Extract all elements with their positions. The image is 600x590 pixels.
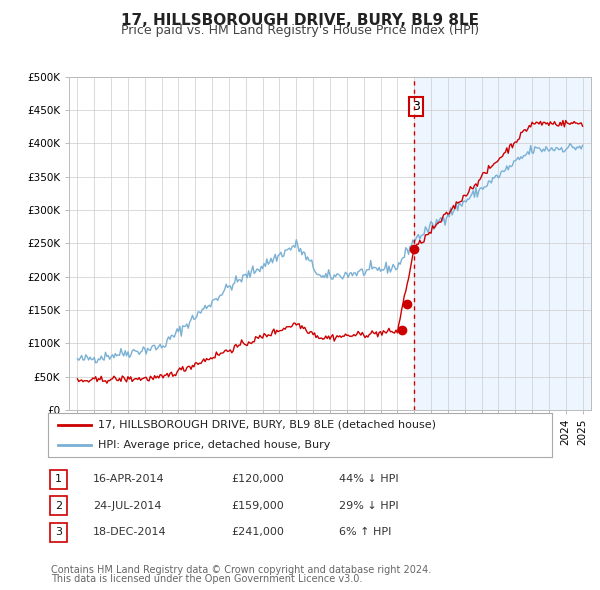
Text: 3: 3 (412, 100, 420, 113)
Text: 29% ↓ HPI: 29% ↓ HPI (339, 501, 398, 510)
Text: Price paid vs. HM Land Registry's House Price Index (HPI): Price paid vs. HM Land Registry's House … (121, 24, 479, 37)
Text: 17, HILLSBOROUGH DRIVE, BURY, BL9 8LE (detached house): 17, HILLSBOROUGH DRIVE, BURY, BL9 8LE (d… (98, 420, 436, 430)
Text: 17, HILLSBOROUGH DRIVE, BURY, BL9 8LE: 17, HILLSBOROUGH DRIVE, BURY, BL9 8LE (121, 13, 479, 28)
Bar (413, 77, 591, 410)
Text: 24-JUL-2014: 24-JUL-2014 (93, 501, 161, 510)
Text: £159,000: £159,000 (231, 501, 284, 510)
Text: 3: 3 (55, 527, 62, 537)
Text: 2: 2 (55, 501, 62, 510)
Text: Contains HM Land Registry data © Crown copyright and database right 2024.: Contains HM Land Registry data © Crown c… (51, 565, 431, 575)
Text: 18-DEC-2014: 18-DEC-2014 (93, 527, 167, 537)
Text: 44% ↓ HPI: 44% ↓ HPI (339, 474, 398, 484)
Text: £241,000: £241,000 (231, 527, 284, 537)
Text: HPI: Average price, detached house, Bury: HPI: Average price, detached house, Bury (98, 440, 331, 450)
Text: 16-APR-2014: 16-APR-2014 (93, 474, 164, 484)
Text: 1: 1 (55, 474, 62, 484)
Text: 6% ↑ HPI: 6% ↑ HPI (339, 527, 391, 537)
Text: £120,000: £120,000 (231, 474, 284, 484)
Text: This data is licensed under the Open Government Licence v3.0.: This data is licensed under the Open Gov… (51, 574, 362, 584)
